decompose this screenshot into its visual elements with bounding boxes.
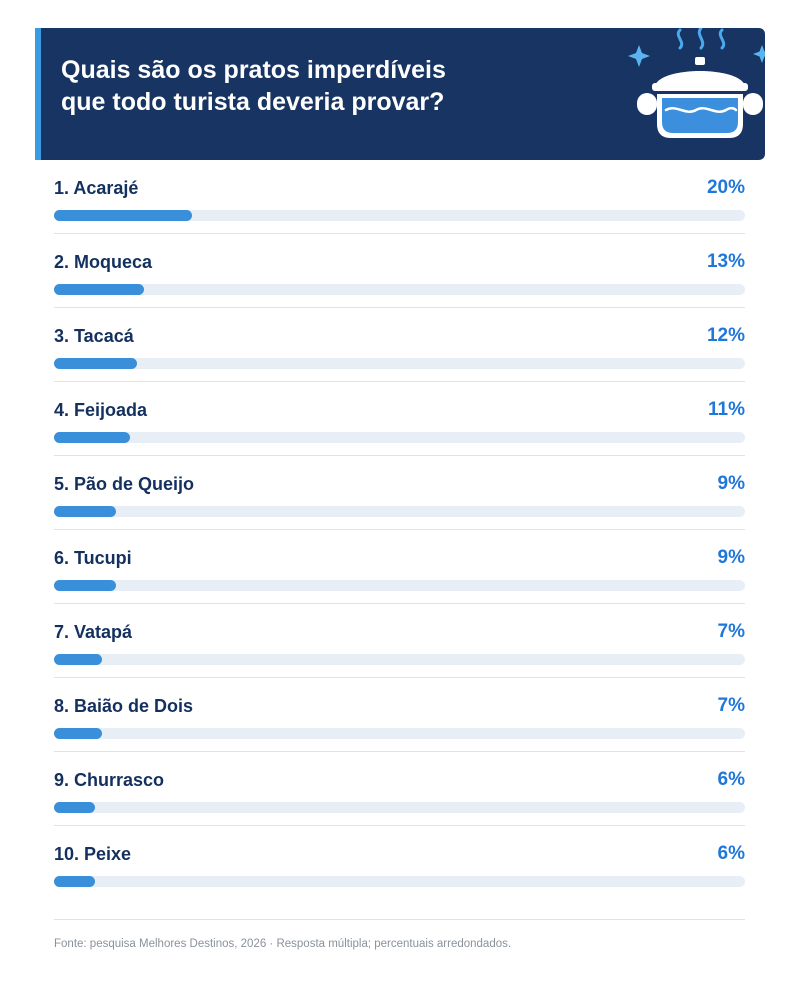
dish-label: 1. Acarajé	[54, 178, 139, 198]
list-item: 2. Moqueca 13%	[54, 234, 745, 308]
bar-track	[54, 654, 745, 665]
list-item: 3. Tacacá 12%	[54, 308, 745, 382]
bar-track	[54, 506, 745, 517]
dish-label: 10. Peixe	[54, 844, 132, 864]
header-accent-stripe	[35, 28, 41, 160]
title-line-1: Quais são os pratos imperdíveis	[61, 56, 446, 84]
list-item: 6. Tucupi 9%	[54, 530, 745, 604]
bar-track	[54, 284, 745, 295]
percent-value: 12%	[706, 325, 745, 346]
bar-track	[54, 432, 745, 443]
list-item: 5. Pão de Queijo 9%	[54, 456, 745, 530]
percent-value: 13%	[706, 251, 745, 272]
list-item: 9. Churrasco 6%	[54, 752, 745, 826]
percent-value: 6%	[717, 843, 745, 864]
bar-track	[54, 876, 745, 887]
dish-label: 2. Moqueca	[54, 252, 153, 272]
source-note: Fonte: pesquisa Melhores Destinos, 2026 …	[54, 938, 512, 950]
cooking-pot-icon	[628, 28, 765, 138]
percent-value: 6%	[717, 769, 745, 790]
percent-value: 7%	[717, 621, 745, 642]
percent-value: 11%	[708, 399, 745, 420]
bar-fill	[54, 358, 137, 369]
bar-fill	[54, 802, 96, 813]
bar-fill	[54, 728, 103, 739]
chart-title: Quais são os pratos imperdíveis que todo…	[61, 54, 521, 118]
list-item: 1. Acarajé 20%	[54, 160, 745, 234]
percent-value: 9%	[717, 547, 745, 568]
bar-track	[54, 210, 745, 221]
bar-fill	[54, 284, 144, 295]
list-item: 4. Feijoada 11%	[54, 382, 745, 456]
bar-fill	[54, 210, 193, 221]
bar-fill	[54, 876, 96, 887]
percent-value: 9%	[717, 473, 745, 494]
bar-fill	[54, 432, 130, 443]
header-banner: Quais são os pratos imperdíveis que todo…	[35, 28, 765, 160]
dish-label: 4. Feijoada	[54, 400, 148, 420]
dish-label: 8. Baião de Dois	[54, 696, 194, 716]
dish-label: 5. Pão de Queijo	[54, 474, 195, 494]
dish-label: 7. Vatapá	[54, 622, 133, 642]
dish-label: 6. Tucupi	[54, 548, 132, 568]
bar-fill	[54, 654, 103, 665]
dish-label: 3. Tacacá	[54, 326, 134, 346]
list-item: 10. Peixe 6%	[54, 826, 745, 899]
bar-fill	[54, 506, 117, 517]
steam-icon	[676, 28, 726, 50]
footer-divider	[54, 919, 745, 920]
list-item: 7. Vatapá 7%	[54, 604, 745, 678]
pot-body	[637, 57, 763, 138]
bar-track	[54, 728, 745, 739]
bar-track	[54, 580, 745, 591]
ranking-list: 1. Acarajé 20% 2. Moqueca 13% 3. Tacacá 12% 4.…	[54, 160, 745, 899]
title-line-2: que todo turista deveria provar?	[61, 88, 445, 116]
bar-track	[54, 802, 745, 813]
bar-track	[54, 358, 745, 369]
list-item: 8. Baião de Dois 7%	[54, 678, 745, 752]
dish-label: 9. Churrasco	[54, 770, 165, 790]
bar-fill	[54, 580, 117, 591]
sparkle-icon	[628, 45, 765, 67]
percent-value: 20%	[706, 177, 745, 198]
percent-value: 7%	[717, 695, 745, 716]
